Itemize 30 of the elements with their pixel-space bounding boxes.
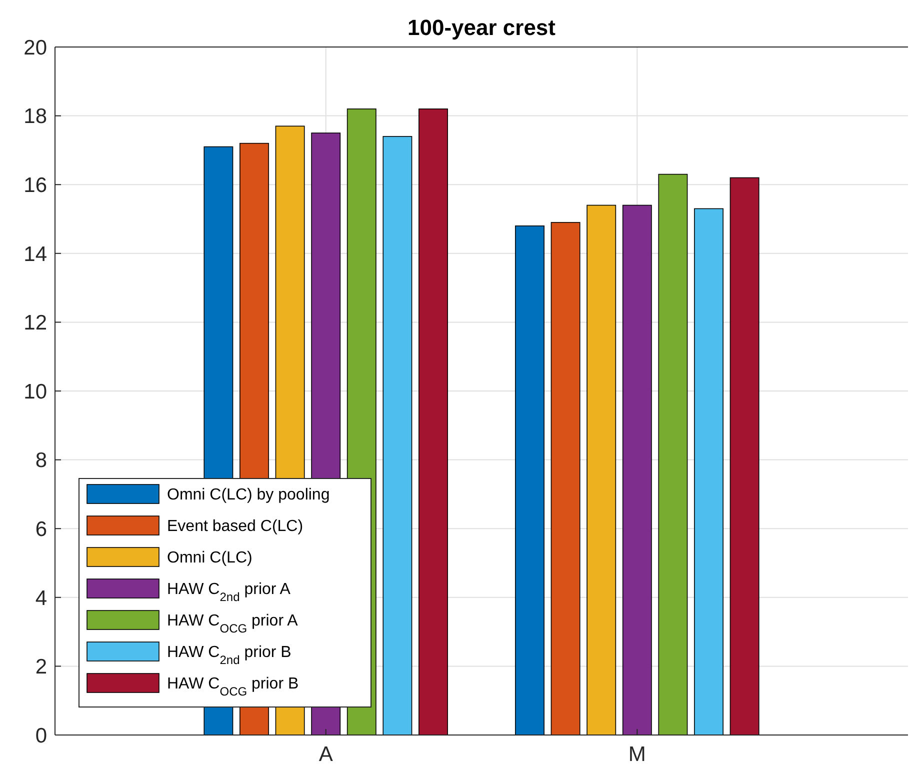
- legend-label: Omni C(LC): [167, 550, 252, 566]
- y-tick-label: 4: [35, 586, 48, 610]
- bar: [658, 174, 688, 736]
- legend-label: Event based C(LC): [167, 518, 304, 535]
- legend-label: HAW C$_{OCG}$ prior A: [167, 612, 298, 636]
- legend-label: HAW C$_{2nd}$ prior B: [167, 644, 292, 667]
- bar: [418, 108, 448, 736]
- y-tick-label: 0: [35, 724, 47, 748]
- bar: [622, 204, 652, 736]
- y-tick-label: 2: [35, 656, 47, 679]
- y-tick-label: 8: [35, 449, 47, 472]
- bar: [515, 225, 544, 736]
- bar: [694, 208, 724, 736]
- x-tick-label: A: [318, 743, 333, 766]
- y-tick-label: 6: [35, 518, 47, 541]
- y-tick-label: 18: [24, 105, 47, 128]
- y-tick-label: 16: [24, 174, 47, 197]
- y-tick-label: 10: [24, 380, 47, 404]
- x-tick-label: M: [628, 743, 646, 766]
- y-tick-label: 20: [24, 36, 47, 60]
- legend-label: Omni C(LC) by pooling: [167, 486, 330, 504]
- legend-label: HAW C$_{2nd}$ prior A: [167, 581, 291, 604]
- y-tick-label: 12: [24, 312, 47, 335]
- bar: [550, 222, 580, 736]
- y-tick-label: 14: [24, 242, 48, 266]
- chart-title: 100-year crest: [407, 15, 556, 40]
- bar: [730, 177, 760, 736]
- legend-label: HAW C$_{OCG}$ prior B: [167, 676, 299, 698]
- bar: [586, 204, 616, 736]
- bar: [382, 136, 412, 736]
